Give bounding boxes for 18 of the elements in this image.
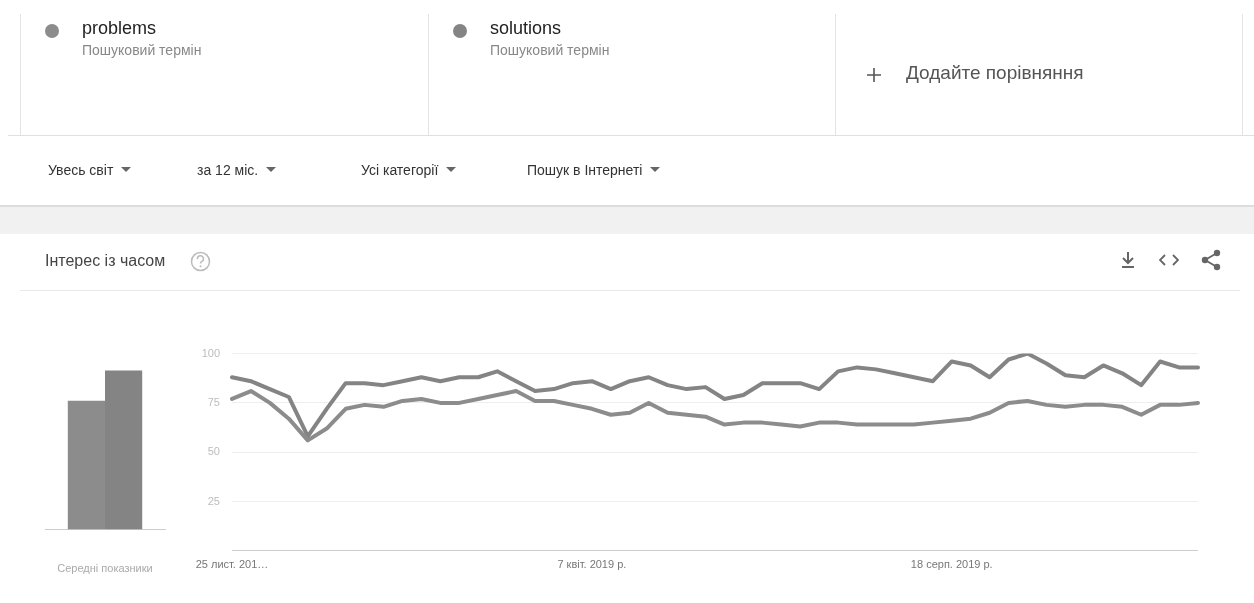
legend-label: solutions bbox=[490, 18, 562, 39]
x-tick-label: 7 квіт. 2019 р. bbox=[557, 558, 627, 571]
legend-label: problems bbox=[82, 18, 157, 39]
text: Увесь світ bbox=[48, 162, 114, 178]
text: за 12 міс. bbox=[197, 162, 259, 178]
y-tick-label: 100 bbox=[201, 346, 220, 359]
text: Усі категорії bbox=[361, 162, 439, 178]
text: Пошук в Інтернеті bbox=[527, 162, 643, 178]
text: Пошуковий термін bbox=[490, 42, 610, 58]
chart-title: Інтерес із часом bbox=[45, 252, 166, 270]
x-axis-title: Середні показники bbox=[57, 562, 153, 575]
text: Пошуковий термін bbox=[82, 42, 202, 58]
y-tick-label: 75 bbox=[207, 395, 220, 408]
y-tick-label: 25 bbox=[207, 494, 220, 507]
text: Додайте порівняння bbox=[906, 62, 1084, 84]
y-tick-label: 50 bbox=[207, 445, 220, 458]
x-tick-label: 25 лист. 201… bbox=[195, 558, 269, 571]
x-tick-label: 18 серп. 2019 р. bbox=[910, 558, 993, 571]
